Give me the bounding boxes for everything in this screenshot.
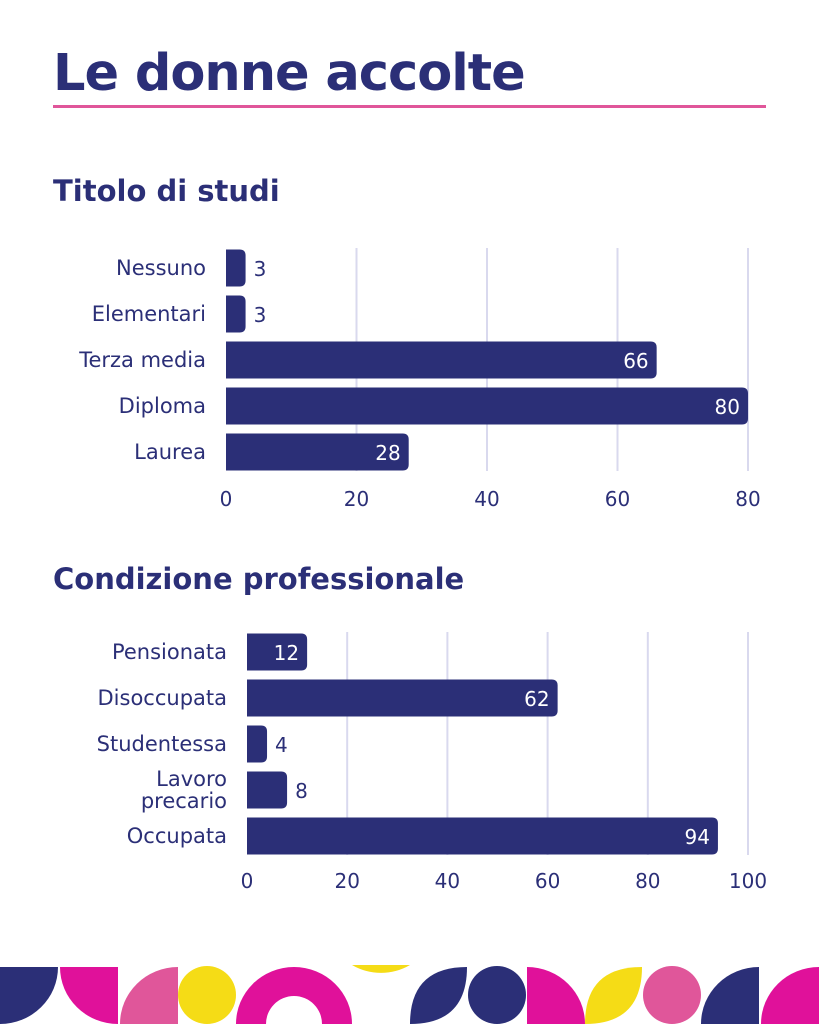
- decorative-shape: [527, 967, 585, 1024]
- value-label-elementari: 3: [254, 303, 267, 327]
- category-label-elementari: Elementari: [92, 302, 206, 326]
- bar-pensionata: [247, 633, 308, 671]
- value-label-terza-media: 66: [623, 349, 648, 373]
- decorative-shape: [468, 966, 526, 1024]
- decorative-shape: [761, 967, 819, 1024]
- category-label-pensionata: Pensionata: [112, 640, 227, 664]
- x-tick-label: 0: [241, 869, 254, 893]
- page-title: Le donne accolte: [53, 44, 526, 103]
- bar-diploma: [226, 387, 748, 425]
- value-label-pensionata: 12: [274, 641, 299, 665]
- category-label-laurea: Laurea: [134, 440, 206, 464]
- value-label-occupata: 94: [684, 825, 709, 849]
- decorative-shape: [60, 967, 118, 1024]
- decorative-shape: [236, 967, 352, 1024]
- x-tick-label: 20: [344, 487, 369, 511]
- value-label-studentessa: 4: [275, 733, 288, 757]
- chart-title-condizione-professionale: Condizione professionale: [53, 562, 465, 596]
- value-label-disoccupata: 62: [524, 687, 549, 711]
- value-label-nessuno: 3: [254, 257, 267, 281]
- x-tick-label: 60: [605, 487, 630, 511]
- category-label-occupata: Occupata: [127, 824, 227, 848]
- decorative-shape: [120, 967, 178, 1024]
- x-tick-label: 40: [474, 487, 499, 511]
- x-tick-label: 60: [535, 869, 560, 893]
- x-tick-label: 0: [220, 487, 233, 511]
- x-tick-label: 40: [435, 869, 460, 893]
- bar-laurea: [226, 433, 409, 471]
- value-label-diploma: 80: [715, 395, 740, 419]
- decorative-shape: [701, 967, 759, 1024]
- bar-terza-media: [226, 341, 657, 379]
- x-tick-label: 20: [334, 869, 359, 893]
- x-tick-label: 80: [735, 487, 760, 511]
- bar-studentessa: [247, 725, 268, 763]
- decorative-shape: [585, 967, 642, 1024]
- decorative-shape: [178, 966, 236, 1024]
- bar-nessuno: [226, 249, 246, 287]
- value-label-lavoro-precario: 8: [295, 779, 308, 803]
- decorative-shape: [410, 967, 467, 1024]
- value-label-laurea: 28: [375, 441, 400, 465]
- bar-elementari: [226, 295, 246, 333]
- decorative-shape: [352, 965, 410, 973]
- category-label-nessuno: Nessuno: [116, 256, 206, 280]
- bar-occupata: [247, 817, 718, 855]
- category-label-terza-media: Terza media: [78, 348, 206, 372]
- employment-bar-chart: 0 20 40 60 80 100 Pensionata 12 Disoccupata 62 Stu…: [97, 632, 767, 893]
- category-label-diploma: Diploma: [119, 394, 206, 418]
- chart-title-titolo-di-studi: Titolo di studi: [53, 174, 280, 208]
- title-underline: [53, 105, 766, 108]
- decorative-shape: [0, 967, 58, 1024]
- x-tick-label: 80: [635, 869, 660, 893]
- category-label-lavoro-precario: Lavoro precario: [141, 767, 227, 813]
- category-label-disoccupata: Disoccupata: [98, 686, 228, 710]
- education-bar-chart: 0 20 40 60 80 Nessuno 3 Elementari 3 Terza media 6…: [78, 248, 761, 511]
- category-label-studentessa: Studentessa: [97, 732, 227, 756]
- bar-disoccupata: [247, 679, 558, 717]
- decorative-shapes-footer: [0, 965, 819, 1024]
- decorative-shape: [643, 966, 701, 1024]
- x-tick-label: 100: [729, 869, 767, 893]
- bar-lavoro-precario: [247, 771, 288, 809]
